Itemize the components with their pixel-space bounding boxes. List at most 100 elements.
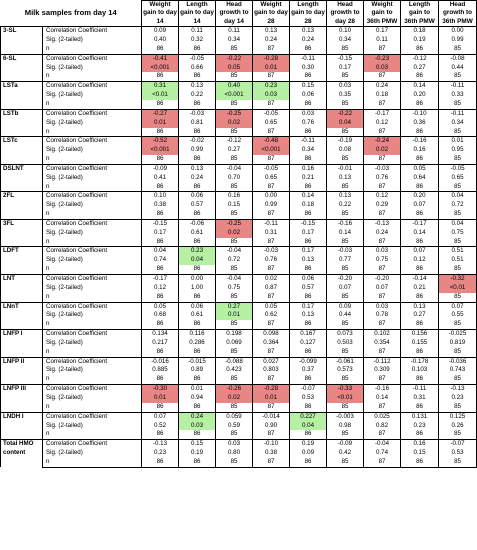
stat-label: n <box>42 292 143 303</box>
value-cell: 85 <box>438 457 477 468</box>
value-cell: 0.103 <box>400 366 440 376</box>
table-row: n 86 86 85 87 86 85 87 86 85 <box>1 292 477 303</box>
value-cell: 0.102 <box>363 329 402 339</box>
value-cell: 86 <box>400 430 440 441</box>
value-cell: -0.25 <box>215 218 254 229</box>
stat-label: Correlation Coefficient <box>42 136 143 147</box>
value-cell: 85 <box>438 182 477 193</box>
stat-label: n <box>42 265 143 276</box>
value-cell: 0.14 <box>400 228 440 238</box>
value-cell: 86 <box>141 375 180 386</box>
value-cell: 0.423 <box>215 366 254 376</box>
value-cell: -0.03 <box>178 108 217 119</box>
value-cell: 86 <box>400 182 440 193</box>
value-cell: 85 <box>215 99 254 110</box>
table-row: LNDH I Correlation Coefficient 0.07 0.24 0.0… <box>0 411 477 440</box>
value-cell: 0.72 <box>438 201 477 211</box>
value-cell: 86 <box>141 430 180 441</box>
value-cell: 0.68 <box>141 311 180 321</box>
value-cell: 0.32 <box>178 36 217 45</box>
value-cell: 86 <box>178 265 217 276</box>
value-cell: -0.28 <box>252 53 291 64</box>
stat-label: n <box>42 430 143 441</box>
table-row: DSLNT Correlation Coefficient -0.09 0.13 -0.… <box>0 163 477 192</box>
value-cell: 85 <box>215 430 254 441</box>
value-cell: -0.036 <box>438 356 477 367</box>
value-cell: 0.99 <box>178 146 217 156</box>
value-cell: 0.11 <box>215 26 254 37</box>
table-row: LNFP II Correlation Coefficient -0.016 -0.0… <box>0 356 477 385</box>
value-cell: 86 <box>289 72 328 83</box>
table-row: n 86 86 85 87 86 85 87 86 85 <box>1 347 477 358</box>
value-cell: 0.53 <box>289 393 328 403</box>
value-cell: 0.07 <box>400 201 440 211</box>
group-label: 3FL <box>0 218 43 247</box>
value-cell: 0.52 <box>141 421 180 431</box>
col-header: Length gain to day 14 <box>178 0 217 28</box>
col-header: Head growth to 36th PMW <box>438 0 477 28</box>
stat-label: Sig. (2-tailed) <box>42 311 143 321</box>
value-cell: 0.89 <box>178 366 217 376</box>
value-cell: 87 <box>252 320 291 331</box>
value-cell: 0.24 <box>252 36 291 45</box>
value-cell: -0.11 <box>438 81 477 92</box>
value-cell: 86 <box>400 320 440 331</box>
value-cell: -0.20 <box>326 273 365 284</box>
value-cell: -0.48 <box>252 136 291 147</box>
value-cell: 87 <box>252 99 291 110</box>
value-cell: 0.17 <box>289 246 328 257</box>
value-cell: 0.14 <box>400 81 440 92</box>
table-row: Sig. (2-tailed) 0.23 0.19 0.80 0.38 0.09 0.42 0… <box>1 449 477 458</box>
value-cell: 87 <box>363 375 402 386</box>
value-cell: 87 <box>252 155 291 165</box>
value-cell: -0.24 <box>363 136 402 147</box>
value-cell: 0.99 <box>438 36 477 45</box>
value-cell: 0.95 <box>438 146 477 156</box>
table-row: n 86 86 85 87 86 85 87 86 85 <box>1 182 477 193</box>
table-row: Sig. (2-tailed) 0.52 0.03 0.59 0.90 0.04 0.98 0… <box>1 421 477 431</box>
value-cell: 0.57 <box>178 201 217 211</box>
value-cell: <0.01 <box>141 91 180 100</box>
stat-label: Correlation Coefficient <box>42 81 143 92</box>
value-cell: 87 <box>252 292 291 303</box>
value-cell: 0.59 <box>215 421 254 431</box>
value-cell: 85 <box>215 292 254 303</box>
value-cell: 0.01 <box>252 63 291 73</box>
value-cell: 86 <box>400 72 440 83</box>
value-cell: 85 <box>438 430 477 441</box>
stat-label: Sig. (2-tailed) <box>42 283 143 293</box>
table-row: n 86 86 85 87 86 85 87 86 85 <box>1 457 477 468</box>
value-cell: 86 <box>289 402 328 413</box>
value-cell: 0.227 <box>289 411 328 422</box>
value-cell: 86 <box>178 402 217 413</box>
table-row: 2FL Correlation Coefficient 0.10 0.06 0.16 0.… <box>0 191 477 220</box>
stat-label: Correlation Coefficient <box>42 301 143 312</box>
value-cell: 0.03 <box>178 421 217 431</box>
value-cell: -0.04 <box>215 273 254 284</box>
value-cell: -0.05 <box>252 163 291 174</box>
value-cell: 0.16 <box>400 146 440 156</box>
value-cell: 85 <box>326 155 365 165</box>
value-cell: 85 <box>326 347 365 358</box>
value-cell: -0.12 <box>400 53 440 64</box>
value-cell: -0.03 <box>363 163 402 174</box>
value-cell: 87 <box>252 347 291 358</box>
stat-label: n <box>42 402 143 413</box>
stat-label: Correlation Coefficient <box>42 411 143 422</box>
value-cell: 85 <box>438 292 477 303</box>
value-cell: 0.00 <box>252 191 291 202</box>
value-cell: 0.99 <box>252 201 291 211</box>
value-cell: 0.62 <box>252 311 291 321</box>
value-cell: 87 <box>363 127 402 138</box>
value-cell: 86 <box>178 457 217 468</box>
value-cell: 0.65 <box>438 173 477 183</box>
table-row: n 86 86 85 87 86 85 87 86 85 <box>1 320 477 331</box>
value-cell: 0.15 <box>178 439 217 450</box>
value-cell: 0.03 <box>215 439 254 450</box>
stat-label: Sig. (2-tailed) <box>42 366 143 376</box>
table-row: LNFP III Correlation Coefficient -0.30 0.01… <box>0 384 477 413</box>
value-cell: 86 <box>289 99 328 110</box>
group-label: LSTa <box>0 81 43 110</box>
value-cell: 0.13 <box>326 191 365 202</box>
value-cell: 85 <box>438 127 477 138</box>
